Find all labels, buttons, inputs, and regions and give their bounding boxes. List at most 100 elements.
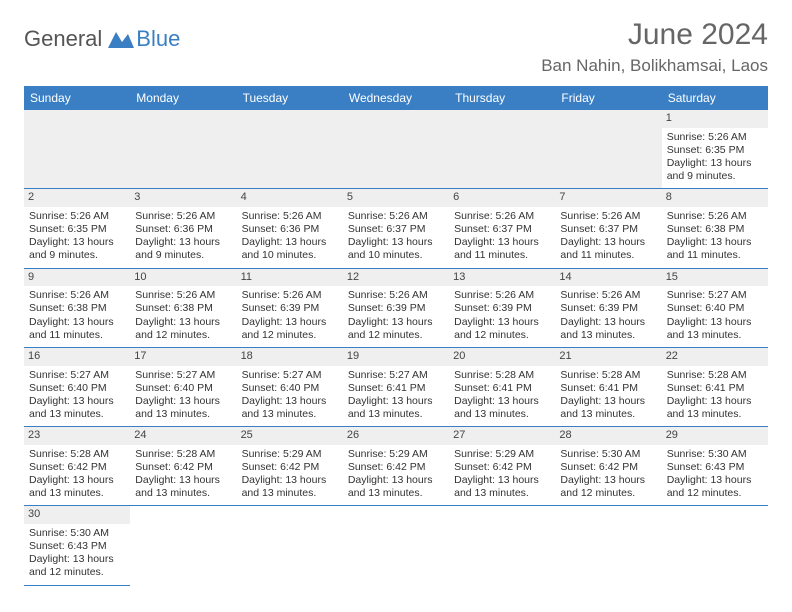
daylight-line: Daylight: 13 hours and 13 minutes. — [454, 474, 550, 500]
calendar-day-cell — [130, 110, 236, 189]
day-number: 7 — [555, 189, 661, 207]
sunset-line: Sunset: 6:38 PM — [667, 223, 763, 236]
calendar-day-cell — [130, 506, 236, 585]
day-number: 17 — [130, 348, 236, 366]
day-number: 27 — [449, 427, 555, 445]
calendar-day-cell — [449, 110, 555, 189]
calendar-day-cell: 11Sunrise: 5:26 AMSunset: 6:39 PMDayligh… — [237, 268, 343, 347]
calendar-day-cell — [449, 506, 555, 585]
sunrise-line: Sunrise: 5:29 AM — [242, 448, 338, 461]
sunset-line: Sunset: 6:38 PM — [29, 302, 125, 315]
sunset-line: Sunset: 6:40 PM — [29, 382, 125, 395]
day-number: 13 — [449, 269, 555, 287]
calendar-week-row: 23Sunrise: 5:28 AMSunset: 6:42 PMDayligh… — [24, 427, 768, 506]
sunrise-line: Sunrise: 5:28 AM — [29, 448, 125, 461]
sunset-line: Sunset: 6:43 PM — [667, 461, 763, 474]
logo-text-blue: Blue — [136, 26, 180, 52]
logo: General Blue — [24, 26, 180, 52]
calendar-day-cell — [555, 506, 661, 585]
calendar-day-cell: 23Sunrise: 5:28 AMSunset: 6:42 PMDayligh… — [24, 427, 130, 506]
day-number: 24 — [130, 427, 236, 445]
day-number: 25 — [237, 427, 343, 445]
calendar-day-cell: 27Sunrise: 5:29 AMSunset: 6:42 PMDayligh… — [449, 427, 555, 506]
sunrise-line: Sunrise: 5:27 AM — [29, 369, 125, 382]
sunrise-line: Sunrise: 5:26 AM — [560, 289, 656, 302]
calendar-day-cell — [662, 506, 768, 585]
sunrise-line: Sunrise: 5:30 AM — [667, 448, 763, 461]
calendar-day-cell: 28Sunrise: 5:30 AMSunset: 6:42 PMDayligh… — [555, 427, 661, 506]
sunrise-line: Sunrise: 5:29 AM — [348, 448, 444, 461]
calendar-day-cell: 22Sunrise: 5:28 AMSunset: 6:41 PMDayligh… — [662, 347, 768, 426]
daylight-line: Daylight: 13 hours and 13 minutes. — [29, 474, 125, 500]
sunset-line: Sunset: 6:42 PM — [348, 461, 444, 474]
sunrise-line: Sunrise: 5:28 AM — [454, 369, 550, 382]
daylight-line: Daylight: 13 hours and 9 minutes. — [667, 157, 763, 183]
calendar-day-cell: 26Sunrise: 5:29 AMSunset: 6:42 PMDayligh… — [343, 427, 449, 506]
calendar-day-cell: 4Sunrise: 5:26 AMSunset: 6:36 PMDaylight… — [237, 189, 343, 268]
sunrise-line: Sunrise: 5:28 AM — [667, 369, 763, 382]
daylight-line: Daylight: 13 hours and 13 minutes. — [348, 474, 444, 500]
sunrise-line: Sunrise: 5:26 AM — [29, 210, 125, 223]
month-title: June 2024 — [541, 18, 768, 52]
daylight-line: Daylight: 13 hours and 11 minutes. — [29, 316, 125, 342]
title-block: June 2024 Ban Nahin, Bolikhamsai, Laos — [541, 18, 768, 76]
daylight-line: Daylight: 13 hours and 11 minutes. — [454, 236, 550, 262]
daylight-line: Daylight: 13 hours and 12 minutes. — [242, 316, 338, 342]
sunrise-line: Sunrise: 5:26 AM — [560, 210, 656, 223]
calendar-day-cell: 10Sunrise: 5:26 AMSunset: 6:38 PMDayligh… — [130, 268, 236, 347]
calendar-day-cell — [237, 110, 343, 189]
day-number: 20 — [449, 348, 555, 366]
day-number: 3 — [130, 189, 236, 207]
sunrise-line: Sunrise: 5:30 AM — [29, 527, 125, 540]
sunrise-line: Sunrise: 5:30 AM — [560, 448, 656, 461]
sunset-line: Sunset: 6:41 PM — [560, 382, 656, 395]
day-number: 28 — [555, 427, 661, 445]
calendar-day-cell: 19Sunrise: 5:27 AMSunset: 6:41 PMDayligh… — [343, 347, 449, 426]
calendar-day-cell: 21Sunrise: 5:28 AMSunset: 6:41 PMDayligh… — [555, 347, 661, 426]
day-number: 5 — [343, 189, 449, 207]
sunset-line: Sunset: 6:40 PM — [242, 382, 338, 395]
sunrise-line: Sunrise: 5:26 AM — [348, 289, 444, 302]
sunset-line: Sunset: 6:41 PM — [348, 382, 444, 395]
day-number: 21 — [555, 348, 661, 366]
sunset-line: Sunset: 6:35 PM — [29, 223, 125, 236]
sunset-line: Sunset: 6:42 PM — [242, 461, 338, 474]
daylight-line: Daylight: 13 hours and 13 minutes. — [667, 395, 763, 421]
daylight-line: Daylight: 13 hours and 12 minutes. — [135, 316, 231, 342]
calendar-day-cell: 24Sunrise: 5:28 AMSunset: 6:42 PMDayligh… — [130, 427, 236, 506]
daylight-line: Daylight: 13 hours and 13 minutes. — [667, 316, 763, 342]
calendar-day-cell: 12Sunrise: 5:26 AMSunset: 6:39 PMDayligh… — [343, 268, 449, 347]
logo-text-general: General — [24, 26, 102, 52]
sunrise-line: Sunrise: 5:26 AM — [667, 210, 763, 223]
sunrise-line: Sunrise: 5:28 AM — [135, 448, 231, 461]
daylight-line: Daylight: 13 hours and 11 minutes. — [667, 236, 763, 262]
flag-icon — [108, 28, 134, 48]
daylight-line: Daylight: 13 hours and 13 minutes. — [135, 474, 231, 500]
calendar-day-cell: 9Sunrise: 5:26 AMSunset: 6:38 PMDaylight… — [24, 268, 130, 347]
daylight-line: Daylight: 13 hours and 10 minutes. — [348, 236, 444, 262]
sunset-line: Sunset: 6:39 PM — [454, 302, 550, 315]
weekday-header: Wednesday — [343, 86, 449, 110]
daylight-line: Daylight: 13 hours and 10 minutes. — [242, 236, 338, 262]
day-number: 18 — [237, 348, 343, 366]
calendar-day-cell — [343, 506, 449, 585]
day-number: 2 — [24, 189, 130, 207]
day-number: 9 — [24, 269, 130, 287]
calendar-week-row: 16Sunrise: 5:27 AMSunset: 6:40 PMDayligh… — [24, 347, 768, 426]
calendar-day-cell: 7Sunrise: 5:26 AMSunset: 6:37 PMDaylight… — [555, 189, 661, 268]
sunset-line: Sunset: 6:40 PM — [667, 302, 763, 315]
daylight-line: Daylight: 13 hours and 13 minutes. — [29, 395, 125, 421]
calendar-day-cell: 13Sunrise: 5:26 AMSunset: 6:39 PMDayligh… — [449, 268, 555, 347]
calendar-day-cell: 25Sunrise: 5:29 AMSunset: 6:42 PMDayligh… — [237, 427, 343, 506]
weekday-header: Monday — [130, 86, 236, 110]
weekday-header: Tuesday — [237, 86, 343, 110]
sunset-line: Sunset: 6:43 PM — [29, 540, 125, 553]
location: Ban Nahin, Bolikhamsai, Laos — [541, 56, 768, 76]
sunrise-line: Sunrise: 5:26 AM — [667, 131, 763, 144]
daylight-line: Daylight: 13 hours and 9 minutes. — [29, 236, 125, 262]
sunrise-line: Sunrise: 5:26 AM — [242, 210, 338, 223]
calendar-week-row: 30Sunrise: 5:30 AMSunset: 6:43 PMDayligh… — [24, 506, 768, 585]
daylight-line: Daylight: 13 hours and 13 minutes. — [560, 395, 656, 421]
calendar-week-row: 9Sunrise: 5:26 AMSunset: 6:38 PMDaylight… — [24, 268, 768, 347]
sunset-line: Sunset: 6:36 PM — [135, 223, 231, 236]
